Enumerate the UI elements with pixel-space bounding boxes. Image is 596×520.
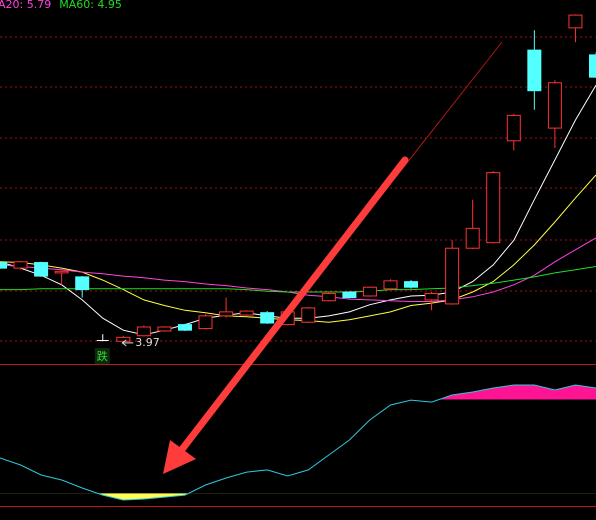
indicator-line [0, 384, 596, 501]
legend-entry: MA60: 4.95 [59, 0, 122, 11]
candle-body [260, 312, 275, 324]
candle-body [321, 293, 336, 302]
candle-body [301, 307, 316, 323]
candle-body [486, 172, 501, 244]
candle-body [527, 49, 542, 92]
signal-box [94, 348, 110, 364]
candle-body [547, 82, 562, 129]
candle-body [177, 324, 192, 331]
candle-body [219, 311, 234, 317]
legend: A20: 5.79 MA60: 4.95 [0, 0, 122, 11]
candle-body [362, 286, 377, 297]
candle-body [465, 227, 480, 249]
candle-body [198, 315, 213, 330]
upper-area [0, 385, 596, 400]
main-panel: 3.97 跌 [0, 14, 596, 364]
big-arrow-head [163, 440, 196, 474]
candle-body [75, 276, 90, 291]
candle-body [424, 293, 439, 301]
candle-body [445, 247, 460, 305]
candle-body [506, 114, 521, 142]
ma-line [0, 266, 596, 293]
lower-area [97, 493, 189, 500]
candle-body [157, 326, 172, 332]
low-arrow-head [121, 339, 127, 347]
candle-body [383, 280, 398, 290]
low-label: 3.97 [135, 336, 160, 349]
big-arrow-shaft [176, 156, 409, 456]
candle-body [239, 310, 254, 316]
legend-entry: A20: 5.79 [0, 0, 51, 11]
candle-body [136, 326, 151, 337]
ma-line [0, 84, 596, 336]
grid [0, 36, 596, 507]
candle-body [342, 291, 357, 299]
signal-label: 跌 [97, 349, 108, 363]
indicator-panel [0, 384, 596, 501]
candle-body [34, 262, 49, 277]
candle-body [0, 262, 7, 269]
ma-line [0, 174, 596, 323]
candle-body [116, 336, 131, 342]
candle-body [589, 54, 596, 78]
candle-body [54, 270, 69, 274]
candle-body [13, 261, 28, 269]
candle-body [404, 281, 419, 288]
overlay [163, 41, 503, 474]
candle-body [568, 14, 583, 29]
